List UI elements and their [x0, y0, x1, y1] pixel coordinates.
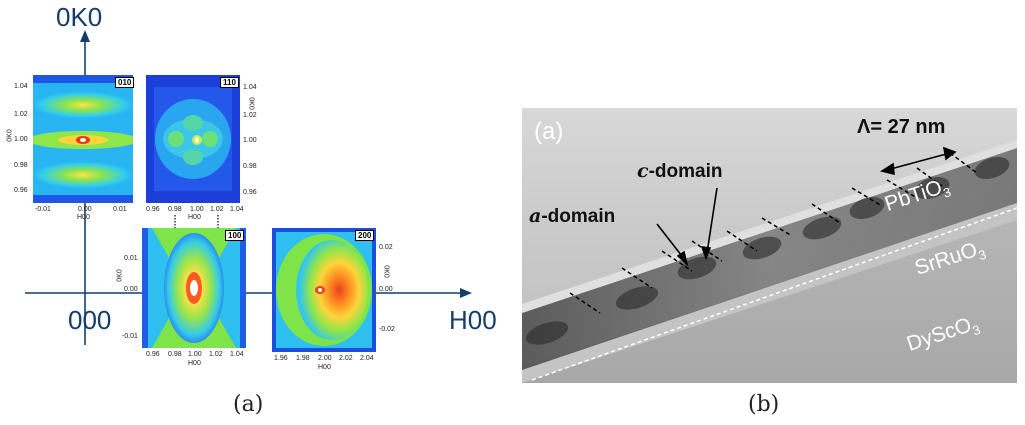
- map-200-xtick: 2.02: [339, 355, 353, 362]
- reciprocal-axes: [25, 30, 472, 345]
- axis-horizontal-label: H00: [449, 305, 497, 335]
- c-domain-label-rest: -domain: [648, 161, 723, 182]
- caption-b: (b): [748, 392, 780, 417]
- film-band: [522, 148, 1017, 370]
- map-200-xtick: 2.04: [360, 355, 374, 362]
- map-100-xtick: 1.04: [230, 351, 244, 358]
- domain-stripes: [525, 156, 1010, 345]
- interface-film-electrode: [531, 207, 1017, 381]
- electrode-band: [522, 203, 1017, 383]
- map-110-xtick: 0.96: [146, 206, 160, 213]
- panel-a: 0K0 000 H00 010 0K0 1.04 1.02: [0, 0, 500, 425]
- map-110-ytick: 1.04: [243, 84, 257, 91]
- map-010-ytick: 1.02: [14, 111, 28, 118]
- map-200-xtick: 1.98: [296, 355, 310, 362]
- intensity-map-110: [146, 75, 240, 203]
- c-domain-label-italic: c: [637, 160, 649, 182]
- map-010-xtick: -0.01: [35, 206, 51, 213]
- axis-vertical-label: 0K0: [56, 2, 103, 32]
- map-100-x-axis-label: H00: [188, 360, 201, 367]
- map-200-x-axis-label: H00: [318, 364, 331, 371]
- map-010-y-axis-label: 0K0: [6, 129, 14, 142]
- map-010-ytick: 0.98: [14, 162, 28, 169]
- caption-a: (a): [233, 392, 264, 417]
- reflection-label-200: 200: [355, 230, 375, 241]
- reflection-label-100: 100: [225, 230, 245, 241]
- intensity-map-100: [142, 228, 246, 348]
- map-200-ytick: 0.02: [379, 244, 393, 251]
- map-100-xtick: 1.02: [209, 351, 223, 358]
- horizontal-axis-arrowhead: [460, 288, 472, 298]
- map-110-xtick: 1.04: [230, 206, 244, 213]
- map-100-ytick: 0.00: [124, 286, 138, 293]
- vertical-axis-arrowhead: [80, 30, 90, 42]
- map-200-xtick: 2.00: [318, 355, 332, 362]
- c-domain-label: c-domain: [637, 160, 722, 183]
- a-domain-label: a-domain: [529, 205, 615, 228]
- map-110-xtick: 1.00: [190, 206, 204, 213]
- map-200-y-axis-label: 0K0: [382, 265, 390, 278]
- map-010-ytick: 0.96: [14, 187, 28, 194]
- map-110-xtick: 0.98: [168, 206, 182, 213]
- map-110-ytick: 0.96: [243, 189, 257, 196]
- a-domain-label-rest: -domain: [541, 206, 616, 227]
- map-200-ytick: 0.00: [379, 286, 393, 293]
- intensity-map-200: [272, 228, 376, 352]
- map-100-xtick: 0.98: [168, 351, 182, 358]
- origin-label: 000: [68, 305, 112, 335]
- map-010-ytick: 1.04: [14, 83, 28, 90]
- map-100-ytick: 0.01: [124, 255, 138, 262]
- intensity-map-010: [33, 75, 133, 203]
- annotation-arrows: [656, 146, 957, 267]
- map-100-xtick: 1.00: [188, 351, 202, 358]
- map-010-x-axis-label: H00: [77, 214, 90, 221]
- tem-micrograph: (a) c-domain a-domain Λ= 27 nm PbTiO3 Sr…: [522, 108, 1017, 383]
- reflection-label-110: 110: [220, 77, 239, 88]
- reflection-label-010: 010: [115, 77, 135, 88]
- tem-image: [522, 140, 1017, 383]
- map-110-xtick: 1.02: [210, 206, 224, 213]
- map-010-ytick: 1.00: [14, 136, 28, 143]
- map-010-xtick: 0.00: [78, 206, 92, 213]
- map-100-y-axis-label: 0K0: [116, 269, 124, 282]
- map-110-ytick: 0.98: [243, 163, 257, 170]
- map-110-y-axis-label: 0K0: [247, 97, 255, 110]
- map-100-ytick: -0.01: [122, 333, 138, 340]
- map-200-xtick: 1.96: [274, 355, 288, 362]
- map-110-x-axis-label: H00: [188, 214, 201, 221]
- tem-panel-tag: (a): [534, 118, 564, 145]
- map-110-ytick: 1.00: [243, 137, 257, 144]
- a-domain-label-italic: a: [529, 205, 542, 227]
- map-010-xtick: 0.01: [113, 206, 127, 213]
- map-200-ytick: -0.02: [379, 326, 395, 333]
- domain-boundary-markers: [569, 152, 978, 314]
- map-100-xtick: 0.96: [146, 351, 160, 358]
- period-label: Λ= 27 nm: [857, 116, 946, 138]
- map-110-ytick: 1.02: [243, 112, 257, 119]
